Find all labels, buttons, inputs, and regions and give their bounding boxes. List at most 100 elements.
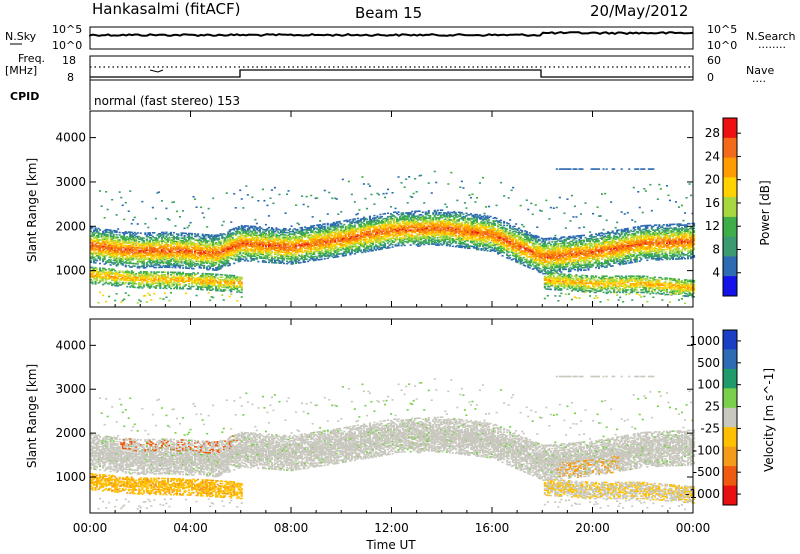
- power-cell: [384, 212, 387, 215]
- power-cell: [185, 249, 188, 252]
- power-cell: [272, 244, 275, 247]
- power-cell: [189, 232, 192, 235]
- power-cell: [231, 228, 234, 230]
- power-cell: [141, 254, 144, 257]
- power-cell: [240, 296, 243, 298]
- power-cell: [153, 250, 156, 253]
- power-cell: [231, 239, 234, 242]
- power-cell: [332, 221, 335, 224]
- power-cell: [222, 245, 225, 248]
- power-cell: [180, 264, 183, 267]
- power-cell: [283, 239, 286, 241]
- power-cell: [347, 246, 350, 249]
- power-cell: [144, 273, 147, 276]
- power-cell: [93, 268, 96, 270]
- power-cell: [340, 249, 343, 251]
- power-cell: [325, 246, 328, 249]
- power-cell: [159, 244, 162, 246]
- power-cell: [201, 262, 204, 264]
- power-cell: [278, 249, 281, 252]
- power-cell: [308, 226, 311, 229]
- power-cell: [124, 265, 127, 268]
- power-cell: [227, 281, 230, 284]
- power-cell: [290, 253, 293, 255]
- power-cell: [194, 253, 197, 255]
- power-cell: [165, 276, 168, 278]
- power-cell: [108, 229, 111, 231]
- power-cell: [182, 254, 185, 257]
- power-cell: [276, 231, 279, 233]
- power-cell: [314, 239, 317, 242]
- power-cell: [141, 264, 144, 267]
- power-cell: [391, 246, 394, 248]
- power-cell: [163, 247, 166, 250]
- power-cell: [102, 268, 105, 271]
- power-cell: [284, 247, 287, 250]
- power-cell: [135, 256, 138, 259]
- power-cell: [346, 250, 349, 253]
- power-cell: [126, 232, 129, 234]
- power-cell: [105, 191, 108, 193]
- power-cell: [153, 246, 156, 249]
- power-cell: [124, 257, 127, 259]
- power-cell: [344, 232, 347, 234]
- power-cell: [165, 287, 168, 290]
- power-cell: [257, 250, 260, 253]
- power-cell: [296, 261, 299, 263]
- power-cell: [278, 257, 281, 259]
- power-cell: [236, 287, 239, 290]
- power-cell: [212, 273, 215, 275]
- power-cell: [166, 266, 169, 268]
- power-cell: [242, 239, 245, 242]
- power-cell: [344, 231, 347, 233]
- power-cell: [109, 244, 112, 246]
- power-cell: [191, 262, 194, 265]
- power-cell: [160, 277, 163, 280]
- power-cell: [189, 240, 192, 242]
- power-cell: [159, 257, 162, 260]
- power-cell: [97, 252, 100, 255]
- power-cell: [132, 249, 135, 251]
- power-cell: [286, 239, 289, 241]
- power-cell: [145, 265, 148, 268]
- power-cell: [237, 242, 240, 244]
- power-cell: [111, 248, 114, 250]
- power-cell: [178, 257, 181, 259]
- power-cell: [295, 240, 298, 242]
- power-cell: [148, 277, 151, 279]
- power-cell: [194, 278, 197, 280]
- power-cell: [230, 229, 233, 231]
- power-cell: [115, 261, 118, 263]
- power-cell: [135, 275, 138, 278]
- power-cell: [316, 248, 319, 250]
- power-cell: [189, 256, 192, 258]
- power-cell: [159, 262, 162, 265]
- power-cell: [177, 243, 180, 245]
- power-cell: [301, 236, 304, 239]
- power-cell: [139, 256, 142, 258]
- power-cell: [182, 248, 185, 251]
- power-cell: [279, 262, 282, 264]
- power-cell: [103, 274, 106, 276]
- power-cell: [197, 286, 200, 288]
- power-cell: [121, 283, 124, 285]
- power-cell: [272, 229, 275, 232]
- power-cell: [299, 235, 302, 238]
- power-cell: [269, 243, 272, 245]
- power-cell: [301, 250, 304, 252]
- power-cell: [352, 249, 355, 252]
- power-cell: [314, 240, 317, 243]
- power-cell: [200, 277, 203, 280]
- power-cell: [135, 283, 138, 285]
- power-cell: [224, 264, 227, 267]
- power-cell: [147, 286, 150, 288]
- power-cell: [132, 242, 135, 245]
- power-cell: [96, 268, 99, 270]
- power-cell: [102, 255, 105, 258]
- power-cell: [145, 284, 148, 287]
- power-cell: [246, 241, 249, 243]
- power-cell: [218, 278, 221, 281]
- power-cell: [299, 239, 302, 242]
- power-cell: [182, 239, 185, 242]
- power-cell: [293, 249, 296, 251]
